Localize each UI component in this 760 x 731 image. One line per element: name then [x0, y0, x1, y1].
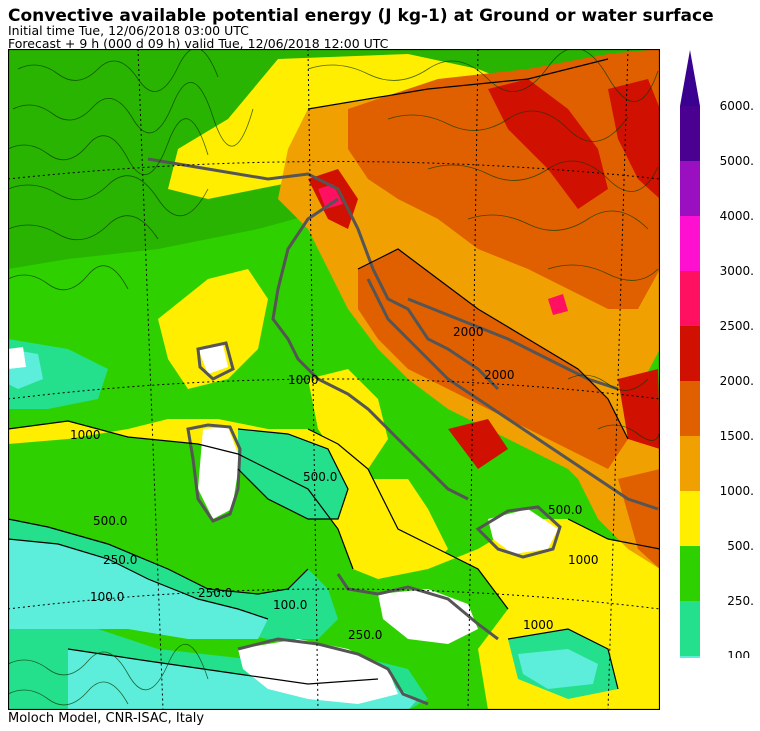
cape-region-3000 — [318, 184, 343, 209]
contour-label: 100.0 — [273, 598, 307, 612]
cape-region-2000 — [358, 249, 628, 469]
map-title: Convective available potential energy (J… — [8, 6, 714, 26]
cape-region-below-100 — [488, 509, 558, 554]
legend-level-label: 1000. — [720, 484, 754, 498]
initial-time: Initial time Tue, 12/06/2018 03:00 UTC — [8, 23, 249, 38]
legend-level-label: 6000. — [720, 99, 754, 113]
cape-region-2500 — [448, 419, 508, 469]
map-frame — [8, 49, 660, 710]
cape-region-below-100 — [198, 427, 240, 519]
cape-region-3000 — [548, 294, 568, 315]
legend-level-label: 250. — [727, 594, 754, 608]
cape-region-100 — [518, 649, 598, 689]
legend-color-box — [680, 436, 700, 491]
cape-region-1000 — [358, 479, 448, 569]
legend-color-box — [680, 161, 700, 216]
legend-level-label: 3000. — [720, 264, 754, 278]
cape-region-below-100 — [198, 345, 228, 374]
cape-region-2500 — [488, 79, 608, 209]
legend-level-label: 2500. — [720, 319, 754, 333]
contour-label: 1000 — [288, 373, 319, 387]
contour-label: 500.0 — [93, 514, 127, 528]
legend-color-box — [680, 491, 700, 546]
contour-label: 1000 — [568, 553, 599, 567]
legend-color-box — [680, 601, 700, 656]
legend-level-label: 5000. — [720, 154, 754, 168]
legend-color-box — [680, 546, 700, 601]
cape-map: 1000 1000 500.0 500.0 250.0 250.0 100.0 … — [8, 49, 660, 710]
contour-label: 2000 — [453, 325, 484, 339]
contour-label: 250.0 — [348, 628, 382, 642]
legend-color-box — [680, 381, 700, 436]
contour-label: 500.0 — [548, 503, 582, 517]
model-credit: Moloch Model, CNR-ISAC, Italy — [8, 711, 205, 726]
contour-labels: 1000 1000 500.0 500.0 250.0 250.0 100.0 … — [70, 325, 599, 642]
contour-label: 500.0 — [303, 470, 337, 484]
legend-level-label: 2000. — [720, 374, 754, 388]
cape-region-2000 — [618, 469, 660, 569]
legend-color-box — [680, 656, 700, 658]
contour-label: 2000 — [484, 368, 515, 382]
color-legend: 6000. 5000. 4000. 3000. 2500. 2000. 1500. 1000.… — [680, 50, 754, 658]
lat-lon-grid — [8, 49, 660, 710]
contour-label: 1000 — [70, 428, 101, 442]
legend-color-box — [680, 216, 700, 271]
legend-level-label: 1500. — [720, 429, 754, 443]
cape-region-1000 — [158, 269, 268, 389]
coastlines — [147, 157, 659, 706]
contour-label: 1000 — [523, 618, 554, 632]
legend-level-label: 4000. — [720, 209, 754, 223]
cape-region-2500 — [618, 369, 660, 449]
cape-region-1000 — [308, 369, 388, 469]
forecast-validity: Forecast + 9 h (000 d 09 h) valid Tue, 1… — [8, 36, 389, 51]
legend-color-box — [680, 271, 700, 326]
legend-color-box — [680, 106, 700, 161]
legend-level-label: 100. — [727, 649, 754, 658]
legend-color-box — [680, 326, 700, 381]
cape-region-2000 — [348, 49, 660, 309]
cape-region-100 — [8, 539, 268, 639]
contour-label: 100.0 — [90, 590, 124, 604]
legend-arrow-icon — [680, 50, 700, 106]
cape-region-250 — [8, 519, 338, 639]
cape-region-below-100 — [8, 347, 26, 369]
cape-region-2500 — [608, 79, 660, 199]
legend-level-label: 500. — [727, 539, 754, 553]
contour-label: 250.0 — [103, 553, 137, 567]
contour-label: 250.0 — [198, 586, 232, 600]
